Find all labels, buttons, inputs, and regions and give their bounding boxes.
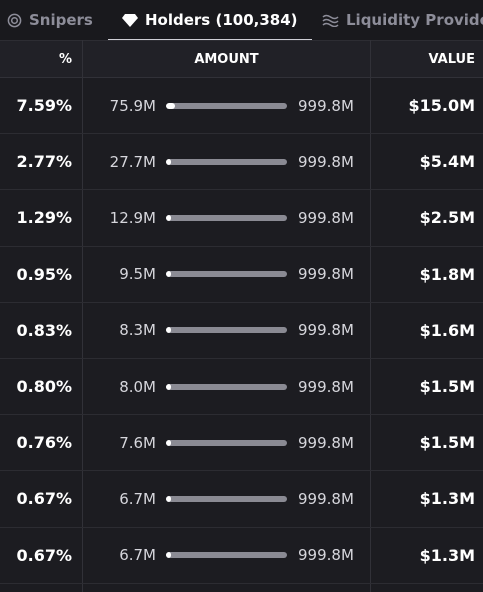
total-supply: 999.8M — [298, 489, 354, 508]
tab-label: Liquidity Provide — [346, 11, 483, 29]
holding-progress-bar — [166, 102, 287, 109]
holder-value: $1.3M — [419, 545, 475, 565]
holding-progress-fill — [166, 102, 176, 109]
holding-progress-bar — [166, 214, 287, 221]
holding-progress-bar — [166, 383, 287, 390]
total-supply: 999.8M — [298, 433, 354, 452]
table-row[interactable]: 0.76% 7.6M 999.8M $1.5M — [0, 415, 483, 472]
crosshair-icon — [7, 13, 22, 28]
table-row[interactable]: 7.59% 75.9M 999.8M $15.0M — [0, 78, 483, 135]
total-supply: 999.8M — [298, 321, 354, 340]
holder-amount: 6.7M — [119, 489, 156, 508]
holding-progress-bar — [166, 271, 287, 278]
holding-progress-fill — [166, 552, 171, 559]
holder-value: $1.3M — [419, 489, 475, 509]
holder-value: $5.4M — [419, 152, 475, 172]
holder-amount: 12.9M — [109, 208, 156, 227]
holder-percent: 7.59% — [16, 96, 72, 116]
holder-amount: 7.6M — [119, 433, 156, 452]
waves-icon — [322, 14, 339, 27]
holder-amount: 6.7M — [119, 546, 156, 565]
table-row[interactable]: 0.80% 8.0M 999.8M $1.5M — [0, 359, 483, 416]
holding-progress-bar — [166, 439, 287, 446]
total-supply: 999.8M — [298, 546, 354, 565]
holder-percent: 0.80% — [16, 377, 72, 397]
tab-liquidity-providers[interactable]: Liquidity Provide — [322, 0, 483, 40]
column-divider — [370, 40, 371, 592]
holder-percent: 0.95% — [16, 264, 72, 284]
percent-column-header[interactable]: % — [58, 51, 72, 67]
table-row[interactable]: 1.29% 12.9M 999.8M $2.5M — [0, 190, 483, 247]
holding-progress-bar — [166, 158, 287, 165]
holding-progress-fill — [166, 271, 171, 278]
holding-progress-bar — [166, 495, 287, 502]
tab-snipers[interactable]: Snipers — [7, 0, 93, 40]
amount-column-header[interactable]: AMOUNT — [194, 51, 259, 67]
table-row[interactable]: 0.67% 6.7M 999.8M $1.3M — [0, 471, 483, 528]
holder-amount: 8.3M — [119, 321, 156, 340]
table-row[interactable]: 0.95% 9.5M 999.8M $1.8M — [0, 247, 483, 303]
tab-label: Holders (100,384) — [145, 11, 298, 29]
holding-progress-fill — [166, 214, 171, 221]
holder-percent: 1.29% — [16, 208, 72, 228]
holding-progress-bar — [166, 552, 287, 559]
holding-progress-fill — [166, 327, 171, 334]
total-supply: 999.8M — [298, 208, 354, 227]
total-supply: 999.8M — [298, 152, 354, 171]
holder-value: $2.5M — [419, 208, 475, 228]
holder-amount: 9.5M — [119, 265, 156, 284]
holders-table-body: 7.59% 75.9M 999.8M $15.0M 2.77% 27.7M 99… — [0, 78, 483, 584]
table-row[interactable]: 2.77% 27.7M 999.8M $5.4M — [0, 134, 483, 191]
holder-percent: 0.67% — [16, 545, 72, 565]
value-column-header[interactable]: VALUE — [428, 51, 476, 67]
total-supply: 999.8M — [298, 377, 354, 396]
holding-progress-fill — [166, 383, 171, 390]
holding-progress-fill — [166, 495, 171, 502]
holder-amount: 75.9M — [109, 96, 156, 115]
holder-value: $1.5M — [419, 433, 475, 453]
holder-value: $1.8M — [419, 264, 475, 284]
holding-progress-fill — [166, 158, 171, 165]
tab-bar: Snipers Holders (100,384) Liquidity Prov… — [0, 0, 483, 41]
holder-percent: 0.76% — [16, 433, 72, 453]
holder-value: $1.6M — [419, 320, 475, 340]
holder-value: $15.0M — [408, 96, 475, 116]
table-header: % AMOUNT VALUE — [0, 41, 483, 78]
table-row[interactable]: 0.67% 6.7M 999.8M $1.3M — [0, 528, 483, 584]
holder-percent: 0.83% — [16, 320, 72, 340]
total-supply: 999.8M — [298, 96, 354, 115]
tab-holders[interactable]: Holders (100,384) — [108, 0, 311, 40]
holder-amount: 27.7M — [109, 152, 156, 171]
table-row[interactable]: 0.83% 8.3M 999.8M $1.6M — [0, 303, 483, 359]
holder-value: $1.5M — [419, 377, 475, 397]
holder-percent: 2.77% — [16, 152, 72, 172]
column-divider — [82, 40, 83, 592]
holding-progress-bar — [166, 327, 287, 334]
diamond-icon — [122, 13, 138, 27]
tab-label: Snipers — [29, 11, 93, 29]
holding-progress-fill — [166, 439, 171, 446]
total-supply: 999.8M — [298, 265, 354, 284]
holder-percent: 0.67% — [16, 489, 72, 509]
holder-amount: 8.0M — [119, 377, 156, 396]
